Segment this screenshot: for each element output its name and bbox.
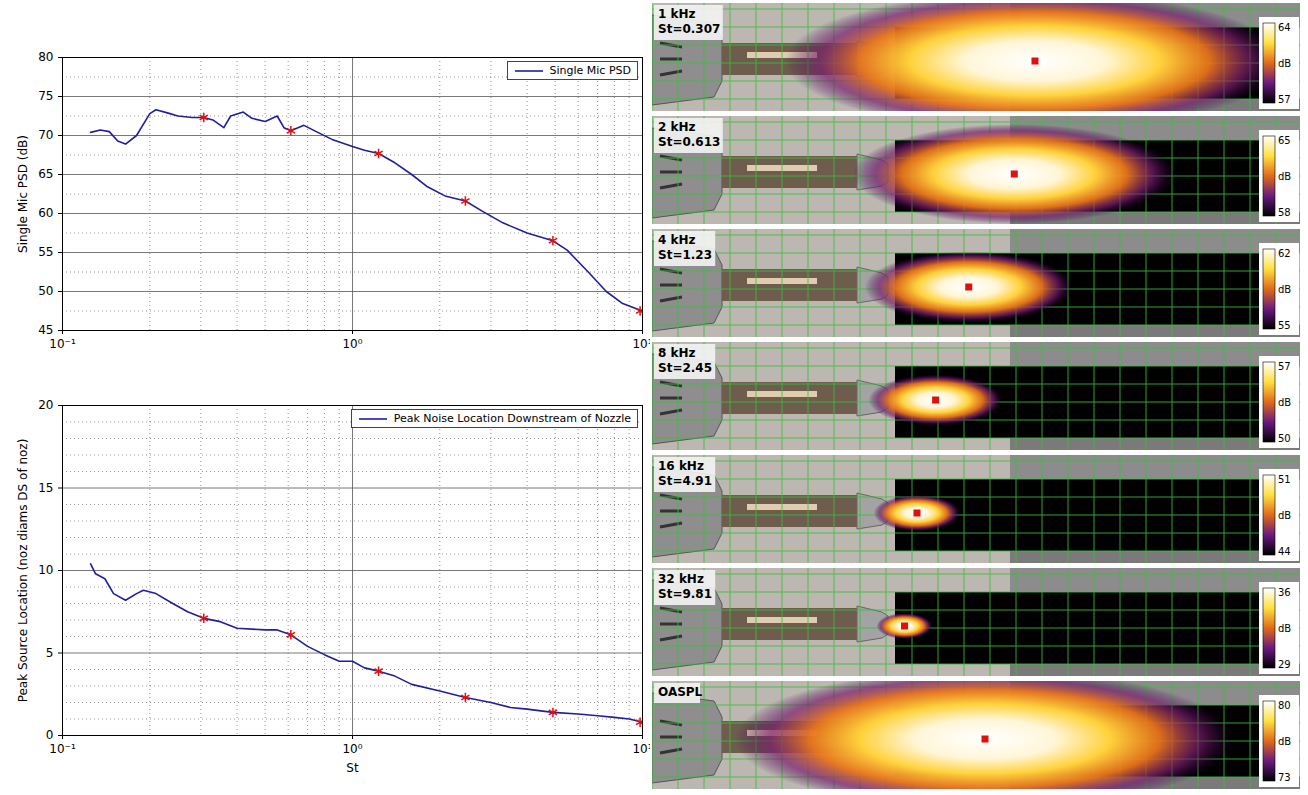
svg-text:58: 58: [1278, 207, 1291, 218]
svg-text:8 kHz: 8 kHz: [658, 346, 696, 360]
svg-text:St=4.91: St=4.91: [658, 474, 712, 488]
svg-text:51: 51: [1278, 474, 1291, 485]
svg-text:70: 70: [38, 128, 53, 142]
svg-text:65: 65: [1278, 135, 1291, 146]
html-text:Single Mic PSD: Single Mic PSD: [549, 64, 631, 77]
svg-text:80: 80: [38, 50, 53, 64]
svg-text:Single Mic PSD (dB): Single Mic PSD (dB): [16, 135, 30, 253]
svg-text:dB: dB: [1278, 623, 1291, 634]
svg-text:65: 65: [38, 167, 53, 181]
svg-text:0: 0: [46, 728, 54, 742]
svg-text:10⁻¹: 10⁻¹: [49, 337, 76, 351]
svg-text:32 kHz: 32 kHz: [658, 572, 704, 586]
svg-text:10¹: 10¹: [632, 742, 650, 756]
svg-text:dB: dB: [1278, 736, 1291, 747]
svg-text:55: 55: [1278, 320, 1291, 331]
svg-text:29: 29: [1278, 659, 1291, 670]
svg-text:57: 57: [1278, 94, 1291, 105]
svg-text:10⁰: 10⁰: [342, 742, 362, 756]
svg-text:dB: dB: [1278, 58, 1291, 69]
svg-text:50: 50: [1278, 433, 1291, 444]
svg-text:15: 15: [38, 481, 53, 495]
svg-text:62: 62: [1278, 248, 1291, 259]
svg-text:75: 75: [38, 89, 53, 103]
svg-text:5: 5: [46, 646, 54, 660]
svg-text:10: 10: [38, 563, 53, 577]
html-text:Peak Noise Location Downstream: Peak Noise Location Downstream of Nozzle: [393, 412, 631, 425]
svg-text:10¹: 10¹: [632, 337, 650, 351]
svg-text:St=2.45: St=2.45: [658, 361, 712, 375]
svg-text:73: 73: [1278, 772, 1291, 783]
svg-text:St=0.307: St=0.307: [658, 22, 720, 36]
svg-text:St=9.81: St=9.81: [658, 587, 712, 601]
svg-text:36: 36: [1278, 587, 1291, 598]
svg-text:OASPL: OASPL: [658, 685, 703, 699]
svg-text:1 kHz: 1 kHz: [658, 7, 696, 21]
svg-text:64: 64: [1278, 22, 1291, 33]
svg-text:50: 50: [38, 284, 53, 298]
svg-text:dB: dB: [1278, 510, 1291, 521]
svg-text:57: 57: [1278, 361, 1291, 372]
svg-text:dB: dB: [1278, 397, 1291, 408]
svg-text:2 kHz: 2 kHz: [658, 120, 696, 134]
svg-text:4 kHz: 4 kHz: [658, 233, 696, 247]
svg-text:55: 55: [38, 245, 53, 259]
svg-text:Peak Source Location (noz diam: Peak Source Location (noz diams DS of no…: [16, 439, 30, 703]
svg-text:44: 44: [1278, 546, 1291, 557]
svg-text:10⁻¹: 10⁻¹: [49, 742, 76, 756]
svg-text:St: St: [346, 761, 359, 775]
svg-text:St=0.613: St=0.613: [658, 135, 720, 149]
svg-text:20: 20: [38, 398, 53, 412]
svg-text:St=1.23: St=1.23: [658, 248, 712, 262]
svg-text:80: 80: [1278, 700, 1291, 711]
svg-text:16 kHz: 16 kHz: [658, 459, 704, 473]
svg-text:60: 60: [38, 206, 53, 220]
svg-text:10⁰: 10⁰: [342, 337, 362, 351]
svg-text:dB: dB: [1278, 171, 1291, 182]
svg-text:45: 45: [38, 323, 53, 337]
svg-text:dB: dB: [1278, 284, 1291, 295]
